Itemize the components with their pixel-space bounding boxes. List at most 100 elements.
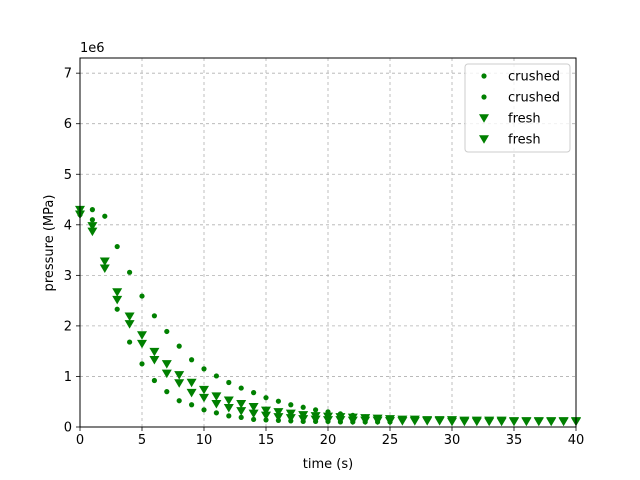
data-point-triangle (447, 417, 457, 427)
data-point-triangle (360, 416, 371, 426)
x-tick-label: 40 (568, 433, 585, 448)
data-point-circle (89, 217, 95, 223)
data-point-circle (201, 407, 207, 413)
data-point-circle (176, 343, 182, 349)
y-tick-label: 7 (64, 67, 72, 82)
data-point-triangle (137, 331, 147, 340)
y-tick-label: 4 (64, 218, 72, 233)
legend-triangle-marker (479, 135, 489, 144)
legend-label: crushed (508, 91, 560, 106)
data-point-triangle (323, 416, 333, 425)
data-point-triangle (422, 417, 433, 426)
data-point-triangle (112, 295, 123, 305)
data-point-triangle (199, 393, 209, 403)
data-point-triangle (99, 257, 110, 266)
data-point-triangle (310, 415, 321, 425)
data-point-triangle (112, 288, 123, 297)
data-point-triangle (149, 356, 160, 365)
y-tick-label: 0 (64, 421, 72, 436)
data-point-triangle (546, 417, 557, 427)
data-point-triangle (496, 417, 507, 427)
data-point-triangle (459, 417, 470, 427)
y-tick-label: 6 (64, 117, 72, 132)
data-point-triangle (471, 417, 482, 427)
data-point-circle (189, 357, 195, 363)
data-point-circle (164, 389, 170, 395)
data-point-triangle (558, 417, 569, 427)
data-points (75, 205, 581, 427)
data-point-triangle (533, 417, 544, 427)
data-point-triangle (161, 360, 172, 369)
series-crushed-2 (77, 212, 393, 425)
data-point-triangle (186, 388, 197, 398)
x-tick-label: 20 (320, 433, 337, 448)
data-point-circle (300, 404, 306, 410)
data-point-triangle (211, 392, 222, 401)
data-point-circle (89, 207, 95, 213)
data-point-triangle (199, 385, 209, 395)
data-point-circle (139, 293, 145, 299)
x-tick-label: 15 (258, 433, 275, 448)
data-point-circle (238, 414, 244, 420)
data-point-circle (114, 306, 120, 312)
data-point-triangle (124, 312, 135, 322)
x-tick-label: 35 (506, 433, 523, 448)
x-tick-label: 5 (138, 433, 146, 448)
data-point-triangle (335, 416, 346, 425)
data-point-circle (238, 385, 244, 391)
data-point-circle (213, 410, 219, 416)
data-point-circle (151, 377, 157, 384)
data-point-triangle (137, 339, 147, 349)
y-tick-label: 2 (64, 319, 72, 334)
data-point-triangle (509, 417, 519, 427)
data-point-triangle (434, 417, 445, 426)
data-point-triangle (174, 371, 185, 380)
data-point-triangle (223, 404, 234, 413)
data-point-triangle (285, 409, 296, 419)
data-point-triangle (298, 415, 309, 424)
x-tick-label: 30 (444, 433, 461, 448)
data-point-triangle (385, 417, 395, 426)
data-point-triangle (236, 399, 247, 409)
legend-box (464, 63, 571, 153)
data-point-triangle (372, 416, 383, 426)
y-tick-label: 1 (64, 370, 72, 385)
legend-circle-marker (481, 94, 487, 100)
data-point-circle (201, 366, 207, 372)
data-point-triangle (248, 403, 259, 412)
data-point-circle (226, 379, 232, 386)
data-point-triangle (273, 413, 284, 422)
data-point-triangle (174, 379, 185, 388)
data-point-circle (313, 407, 319, 413)
x-tick-label: 25 (382, 433, 399, 448)
legend: crushed crushed fresh fresh (464, 63, 571, 153)
data-point-triangle (124, 320, 135, 329)
data-point-circle (275, 398, 281, 404)
data-point-triangle (397, 417, 408, 426)
series-fresh-4 (75, 210, 581, 427)
legend-entry: fresh (479, 112, 541, 127)
data-point-triangle (261, 406, 271, 416)
data-point-triangle (87, 227, 98, 237)
legend-label: fresh (508, 112, 541, 127)
data-point-circle (114, 243, 120, 250)
data-point-circle (151, 313, 157, 319)
data-point-triangle (409, 417, 420, 426)
data-point-triangle (186, 378, 197, 388)
data-point-circle (127, 339, 133, 345)
legend-entry: crushed (481, 91, 560, 106)
data-point-circle (288, 402, 294, 408)
data-point-triangle (248, 409, 259, 419)
data-point-triangle (99, 264, 110, 274)
data-point-circle (164, 328, 170, 335)
data-point-triangle (347, 416, 358, 426)
x-tick-label: 10 (196, 433, 213, 448)
data-point-circle (251, 416, 257, 423)
data-point-triangle (261, 411, 271, 421)
data-point-triangle (484, 417, 495, 427)
x-tick-label: 0 (76, 433, 84, 448)
data-point-circle (127, 269, 133, 275)
data-point-triangle (521, 417, 532, 427)
data-point-triangle (149, 347, 160, 357)
